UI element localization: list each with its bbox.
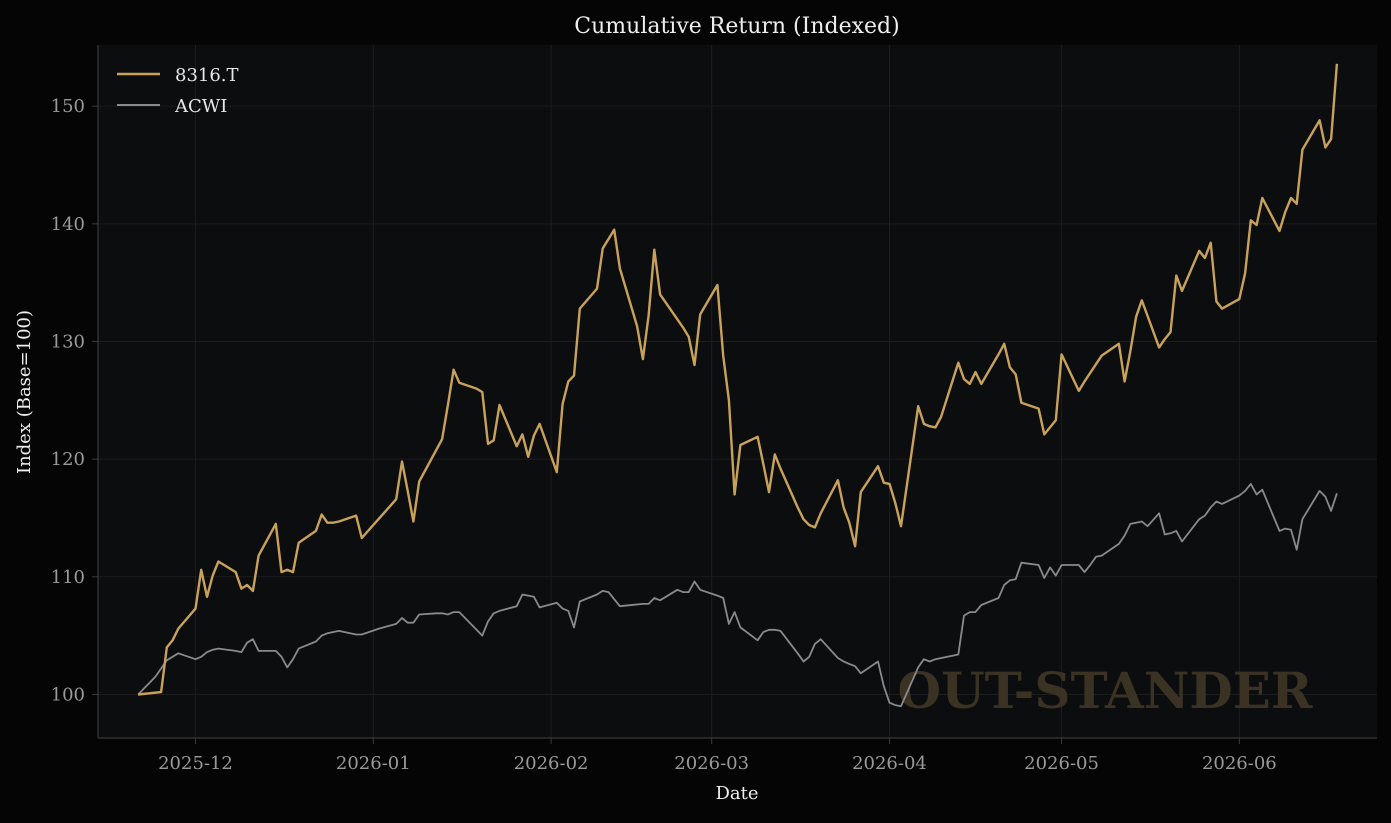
- y-tick-label: 120: [51, 449, 85, 470]
- series-layer: [137, 63, 1339, 708]
- y-axis-ticks: 100 110 120 130 140 150: [51, 96, 98, 705]
- legend-label-8316t: 8316.T: [175, 65, 239, 86]
- x-tick-label: 2026-05: [1024, 753, 1099, 774]
- grid: [98, 45, 1377, 738]
- x-tick-label: 2026-06: [1202, 753, 1277, 774]
- x-tick-label: 2025-12: [158, 753, 233, 774]
- x-tick-label: 2026-02: [514, 753, 589, 774]
- y-tick-label: 150: [51, 96, 85, 117]
- watermark: OUT-STANDER: [898, 661, 1313, 720]
- series-line-acwi: [137, 483, 1338, 708]
- legend-label-acwi: ACWI: [174, 96, 227, 117]
- y-axis-label: Index (Base=100): [14, 310, 35, 474]
- legend: 8316.T ACWI: [117, 65, 239, 117]
- plot-area: [98, 45, 1377, 738]
- x-tick-label: 2026-03: [674, 753, 749, 774]
- y-tick-label: 130: [51, 331, 85, 352]
- x-axis-label: Date: [715, 783, 758, 804]
- chart-title: Cumulative Return (Indexed): [574, 14, 899, 39]
- x-axis-ticks: 2025-12 2026-01 2026-02 2026-03 2026-04 2026-…: [158, 738, 1277, 774]
- y-tick-label: 100: [51, 684, 85, 705]
- y-tick-label: 140: [51, 214, 85, 235]
- series-line-8316t: [137, 63, 1339, 696]
- x-tick-label: 2026-04: [852, 753, 927, 774]
- x-tick-label: 2026-01: [336, 753, 411, 774]
- y-tick-label: 110: [51, 567, 85, 588]
- axes: [97, 45, 1377, 739]
